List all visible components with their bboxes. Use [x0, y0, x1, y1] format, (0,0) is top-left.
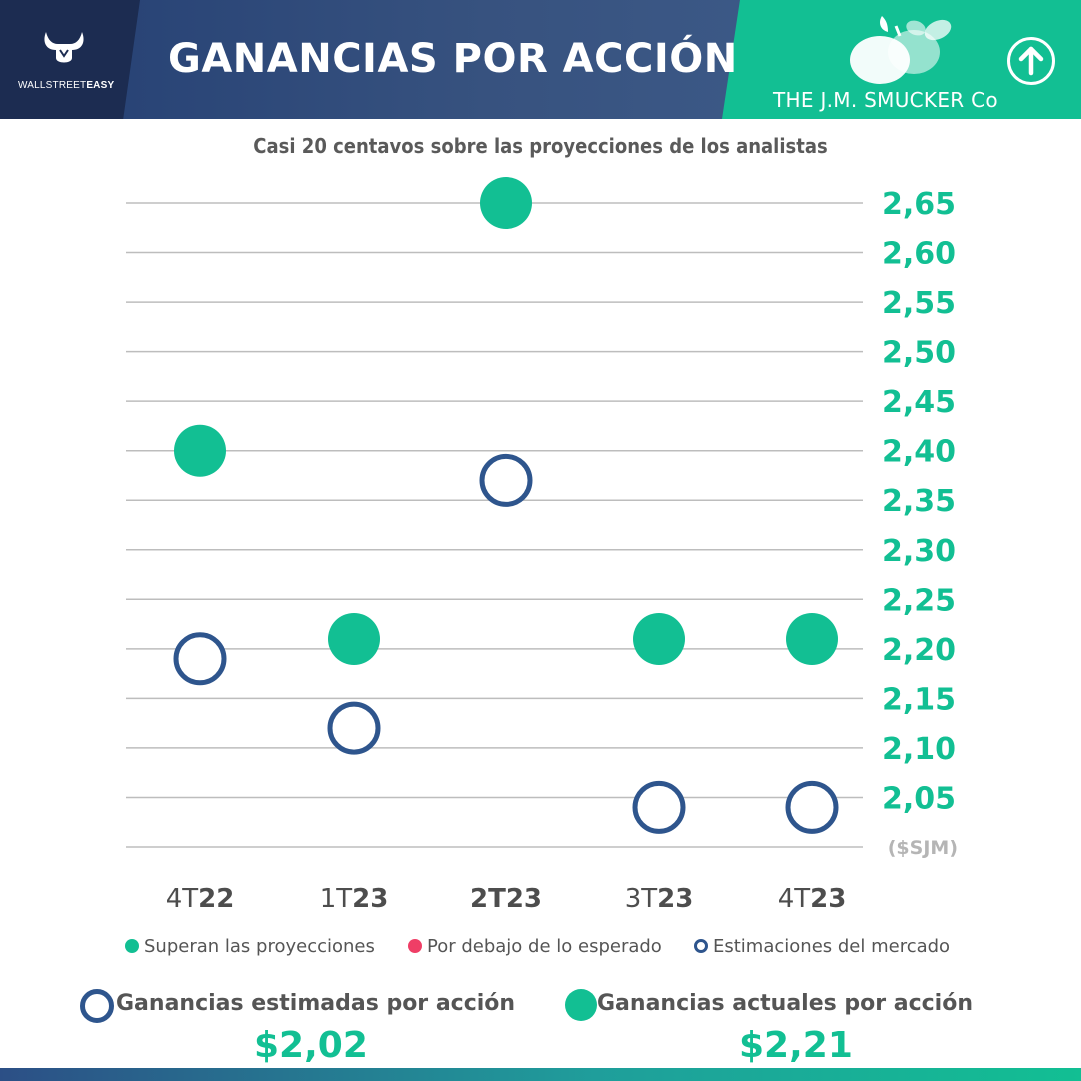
actual-point [480, 177, 532, 229]
legend-swatch-above [125, 939, 139, 953]
summary-estimated-value: $2,02 [254, 1025, 368, 1066]
x-category-label: 3T23 [625, 884, 694, 914]
category-suffix: 23 [352, 884, 388, 914]
summary-actual-label: Ganancias actuales por acción [597, 991, 973, 1016]
summary-actual-value: $2,21 [739, 1025, 853, 1066]
x-category-label: 4T22 [166, 884, 235, 914]
legend-swatch-below [408, 939, 422, 953]
estimate-point [632, 780, 686, 834]
estimate-point [327, 701, 381, 755]
y-tick-label: 2,60 [882, 237, 956, 272]
y-tick-labels: 2,65 2,60 2,55 2,50 2,45 2,40 2,35 2,30 2,25 2,20… [882, 187, 958, 859]
estimate-ring-icon [80, 989, 114, 1023]
y-tick-label: 2,35 [882, 484, 956, 519]
summary-estimated: Ganancias estimadas por acción $2,02 [80, 985, 530, 1066]
actual-disc-icon [565, 989, 597, 1021]
legend-item-below: Por debajo de lo esperado [408, 936, 662, 957]
chart-subtitle: Casi 20 centavos sobre las proyecciones … [253, 134, 828, 158]
legend-swatch-estimate [694, 939, 708, 953]
category-suffix: 23 [657, 884, 693, 914]
arrow-up-glyph [1018, 46, 1044, 76]
brand-name: THE J.M. SMUCKER Co [773, 88, 998, 112]
wallstreeteasy-logo: WALLSTREETEASY [18, 28, 114, 98]
category-prefix: 4T [166, 884, 199, 914]
category-suffix: 22 [198, 884, 234, 914]
y-tick-label: 2,65 [882, 187, 956, 222]
legend-item-estimate: Estimaciones del mercado [694, 936, 950, 957]
actual-point [786, 612, 838, 665]
page-title: GANANCIAS POR ACCIÓN [168, 36, 738, 82]
x-category-label: 4T23 [778, 884, 847, 914]
x-category-label: 1T23 [320, 884, 389, 914]
legend-label-above: Superan las proyecciones [144, 936, 375, 957]
category-suffix: 23 [810, 884, 846, 914]
x-category-labels: 4T22 1T23 2T23 3T23 4T23 [166, 884, 847, 914]
actual-point [328, 612, 380, 665]
y-tick-label: 2,50 [882, 336, 956, 371]
y-tick-label: 2,30 [882, 534, 956, 569]
y-tick-label: 2,05 [882, 781, 956, 816]
category-prefix: 4T [778, 884, 811, 914]
category-prefix: 3T [625, 884, 658, 914]
eps-scatter-chart: 2,65 2,60 2,55 2,50 2,45 2,40 2,35 2,30 2,25 2,20… [126, 177, 958, 914]
berry-leaves-icon [850, 16, 952, 84]
y-tick-label: 2,20 [882, 633, 956, 668]
chart-legend: Superan las proyecciones Por debajo de l… [0, 934, 1081, 960]
header-banner: WALLSTREETEASY GANANCIAS POR ACCIÓN THE … [0, 0, 1081, 119]
y-tick-label: 2,40 [882, 435, 956, 470]
legend-item-above: Superan las proyecciones [125, 936, 375, 957]
y-tick-label: 2,45 [882, 385, 956, 420]
summary-actual: Ganancias actuales por acción $2,21 [565, 985, 1015, 1066]
y-unit-label: ($SJM) [888, 837, 958, 859]
category-prefix: 2T [470, 884, 506, 914]
x-category-label: 2T23 [470, 884, 542, 914]
y-tick-label: 2,55 [882, 286, 956, 321]
y-tick-label: 2,10 [882, 732, 956, 767]
actual-point [633, 612, 685, 665]
grid-lines [126, 202, 863, 848]
category-suffix: 23 [506, 884, 542, 914]
wallstreeteasy-wordmark: WALLSTREETEASY [18, 80, 114, 91]
bottom-accent-bar [0, 1068, 1081, 1081]
data-points [173, 177, 839, 834]
legend-label-below: Por debajo de lo esperado [427, 936, 662, 957]
y-tick-label: 2,25 [882, 583, 956, 618]
arrow-up-circle-icon [1007, 37, 1055, 85]
estimate-point [479, 453, 533, 507]
estimate-point [173, 632, 227, 686]
wordmark-bold: EASY [86, 80, 115, 91]
estimate-point [785, 780, 839, 834]
summary-estimated-label: Ganancias estimadas por acción [116, 991, 516, 1016]
y-tick-label: 2,15 [882, 682, 956, 717]
actual-point [174, 424, 226, 477]
legend-label-estimate: Estimaciones del mercado [713, 936, 951, 957]
category-prefix: 1T [320, 884, 353, 914]
bull-horns-icon [44, 32, 84, 63]
wordmark-regular: WALLSTREET [18, 80, 87, 91]
